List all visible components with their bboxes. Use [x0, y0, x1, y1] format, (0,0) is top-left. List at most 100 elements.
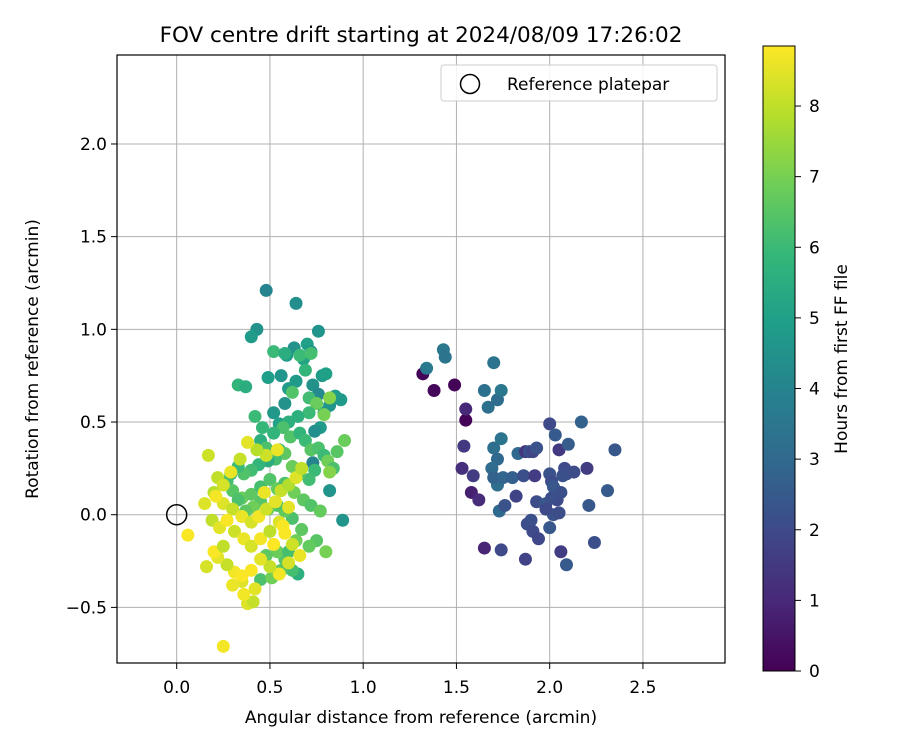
data-point — [270, 443, 284, 457]
data-point — [282, 556, 296, 570]
data-point — [313, 504, 327, 518]
data-point — [263, 524, 277, 538]
colorbar-label: Hours from first FF file — [832, 264, 852, 454]
data-point — [481, 400, 495, 414]
data-point — [323, 465, 337, 479]
data-point — [477, 541, 491, 555]
data-point — [448, 378, 462, 392]
data-point — [494, 384, 508, 398]
x-tick-label: 1.5 — [443, 678, 470, 698]
x-tick-label: 2.0 — [536, 678, 563, 698]
data-point — [263, 472, 277, 486]
data-point — [531, 532, 545, 546]
data-point — [487, 471, 501, 485]
data-point — [254, 552, 268, 566]
data-point — [517, 469, 531, 483]
data-point — [574, 415, 588, 429]
legend-label: Reference platepar — [507, 75, 669, 95]
data-point — [323, 484, 337, 498]
chart-title: FOV centre drift starting at 2024/08/09 … — [160, 23, 683, 48]
data-point — [181, 528, 195, 542]
data-point — [543, 417, 557, 431]
y-tick-label: 2.0 — [80, 135, 107, 155]
data-point — [285, 385, 299, 399]
data-point — [269, 495, 283, 509]
data-point — [302, 406, 316, 420]
data-point — [200, 560, 214, 574]
data-point — [587, 536, 601, 550]
data-point — [334, 393, 348, 407]
data-point — [198, 497, 212, 511]
data-point — [543, 521, 557, 535]
colorbar-tick-label: 3 — [809, 450, 820, 470]
data-point — [548, 428, 562, 442]
legend-marker-icon — [459, 73, 481, 95]
data-point — [244, 330, 258, 344]
data-point — [308, 424, 322, 438]
legend-box — [440, 64, 718, 102]
data-point — [338, 434, 352, 448]
data-point — [263, 560, 277, 574]
data-point — [304, 346, 318, 360]
data-point — [293, 548, 307, 562]
data-point — [524, 513, 538, 527]
data-point — [233, 452, 247, 466]
data-point — [216, 539, 230, 553]
data-point — [254, 532, 268, 546]
data-point — [295, 523, 309, 537]
colorbar-tick-label: 7 — [809, 168, 820, 188]
colorbar-tick-label: 4 — [809, 380, 820, 400]
data-point — [427, 384, 441, 398]
x-tick-label: 0.0 — [163, 678, 190, 698]
data-point — [457, 439, 471, 453]
colorbar-tick-label: 1 — [809, 591, 820, 611]
data-point — [267, 426, 281, 440]
data-point — [276, 519, 290, 533]
data-point — [282, 500, 296, 514]
x-tick-label: 2.5 — [629, 678, 656, 698]
x-tick-label: 0.5 — [256, 678, 283, 698]
data-point — [530, 441, 544, 455]
data-point — [487, 356, 501, 370]
data-point — [226, 502, 240, 516]
colorbar-tick-label: 0 — [809, 662, 820, 682]
data-point — [336, 513, 350, 527]
data-point — [554, 545, 568, 559]
data-point — [216, 639, 230, 653]
data-point — [289, 296, 303, 310]
data-point — [220, 558, 234, 572]
data-point — [239, 380, 253, 394]
data-point — [498, 498, 512, 512]
data-point — [330, 445, 344, 459]
data-point — [257, 485, 271, 499]
colorbar-tick-label: 6 — [809, 238, 820, 258]
data-point — [293, 348, 307, 362]
data-point — [237, 587, 251, 601]
data-point — [477, 384, 491, 398]
data-point — [438, 350, 452, 364]
data-point — [259, 502, 273, 516]
data-point — [608, 443, 622, 457]
reference-platepar-marker — [165, 503, 188, 526]
data-point — [509, 489, 523, 503]
colorbar-tick-label: 8 — [809, 97, 820, 117]
data-point — [582, 498, 596, 512]
data-point — [241, 435, 255, 449]
data-point — [310, 396, 324, 410]
data-point — [494, 543, 508, 557]
data-point — [580, 461, 594, 475]
data-point — [545, 491, 559, 505]
colorbar-tick-label: 2 — [809, 521, 820, 541]
data-point — [459, 402, 473, 416]
data-point — [472, 493, 486, 507]
data-point — [274, 369, 288, 383]
y-tick-label: −0.5 — [66, 598, 107, 618]
data-point — [311, 324, 325, 338]
data-point — [261, 371, 275, 385]
y-tick-label: 1.0 — [80, 320, 107, 340]
data-point — [248, 582, 262, 596]
y-tick-label: 0.0 — [80, 506, 107, 526]
x-axis-label: Angular distance from reference (arcmin) — [245, 708, 597, 728]
data-point — [319, 545, 333, 559]
data-point — [267, 345, 281, 359]
